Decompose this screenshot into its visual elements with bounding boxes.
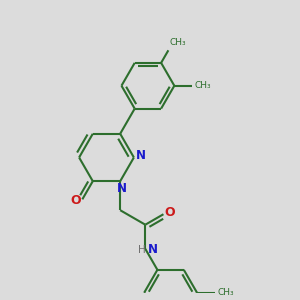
Text: N: N	[147, 243, 158, 256]
Text: N: N	[136, 149, 146, 162]
Text: CH₃: CH₃	[170, 38, 187, 47]
Text: H: H	[138, 245, 145, 255]
Text: CH₃: CH₃	[217, 288, 234, 297]
Text: O: O	[70, 194, 80, 207]
Text: CH₃: CH₃	[195, 81, 211, 90]
Text: N: N	[117, 182, 127, 195]
Text: O: O	[164, 206, 175, 219]
